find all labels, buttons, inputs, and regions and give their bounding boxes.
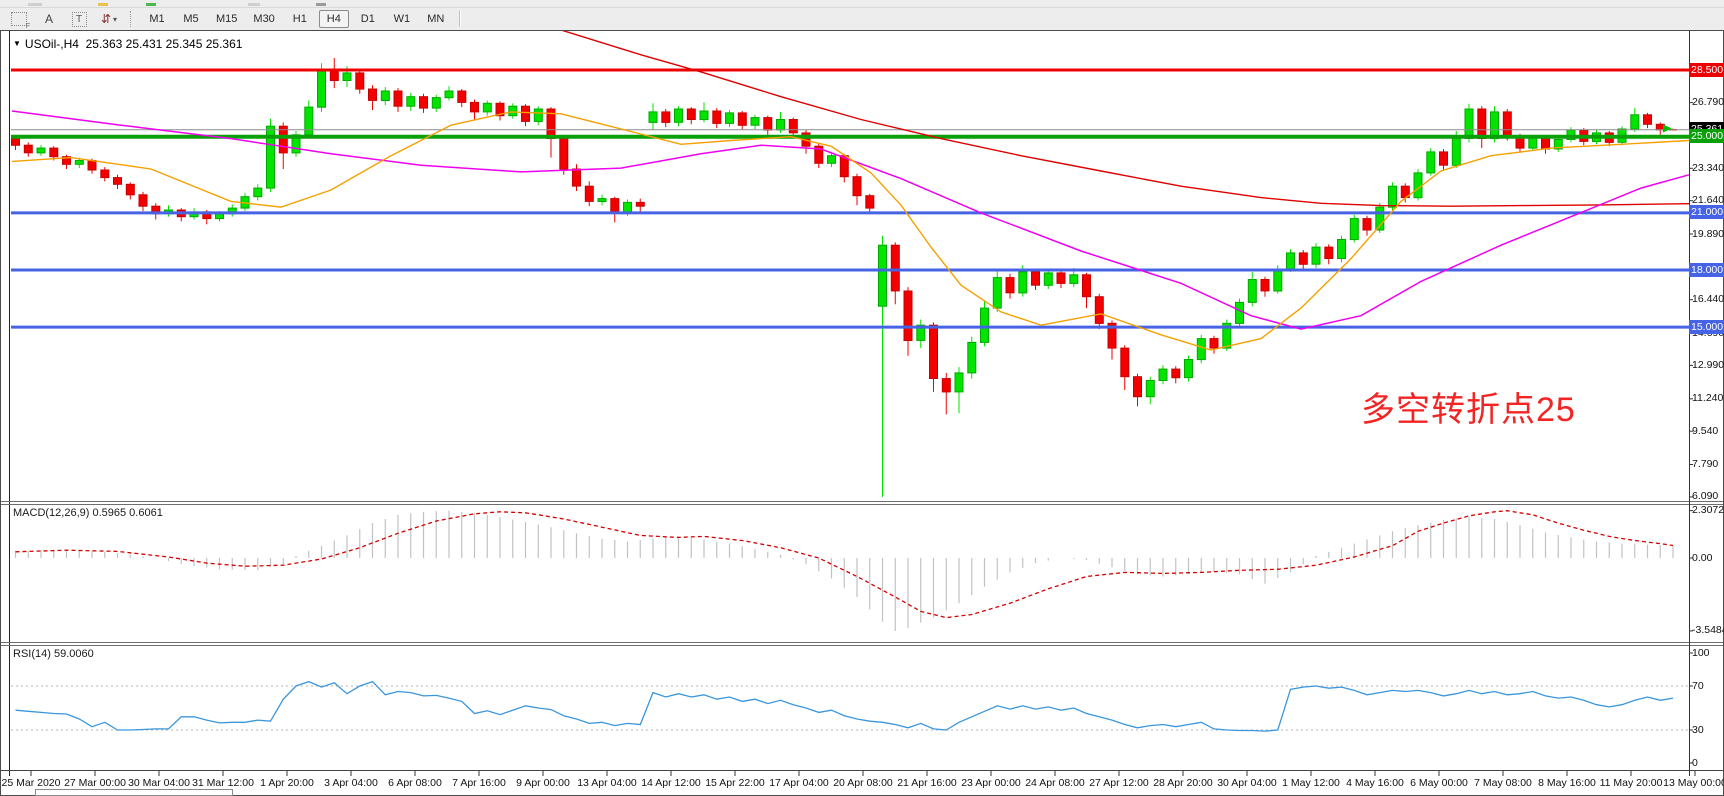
rsi-tick-label: 100 <box>1692 646 1710 659</box>
time-label: 1 May 12:00 <box>1282 777 1340 789</box>
macd-tick-label: 2.3072 <box>1692 504 1724 517</box>
price-tick-label: 9.540 <box>1692 424 1719 437</box>
ma-slow-red <box>561 31 1690 207</box>
text-box-glyph: T <box>71 11 87 27</box>
time-label: 1 Apr 20:00 <box>260 777 314 789</box>
rsi-tick-label: 70 <box>1692 679 1704 692</box>
clipped-icon <box>316 3 326 6</box>
time-label: 8 May 16:00 <box>1538 777 1596 789</box>
price-tick-label: 12.990 <box>1692 358 1724 371</box>
time-label: 11 May 20:00 <box>1599 777 1663 789</box>
timeframe-W1[interactable]: W1 <box>393 13 411 25</box>
symbol-label: USOil-,H4 <box>24 37 79 51</box>
time-label: 13 May 00:00 <box>1663 777 1724 789</box>
time-label: 30 Mar 04:00 <box>128 777 190 789</box>
timeframe-M30[interactable]: M30 <box>253 13 275 25</box>
timeframe-MN[interactable]: MN <box>427 13 445 25</box>
toolbar-separator <box>458 11 460 27</box>
clipped-toolbar-icons <box>0 0 1724 8</box>
level-price-box-15.000: 15.000 <box>1689 319 1724 334</box>
price-tick-label: 21.640 <box>1692 194 1724 207</box>
price-tick-label: 6.090 <box>1692 490 1719 503</box>
macd-tick-label: -3.5484 <box>1692 624 1724 637</box>
time-label: 24 Apr 08:00 <box>1025 777 1085 789</box>
level-price-box-21.000: 21.000 <box>1689 205 1724 220</box>
text-label-tool-icon[interactable]: A <box>38 10 60 28</box>
clipped-icon <box>146 3 156 6</box>
level-price-box-25.000: 25.000 <box>1689 129 1724 144</box>
time-label: 4 May 16:00 <box>1346 777 1404 789</box>
chart-canvas[interactable] <box>1 31 1723 795</box>
arrows-glyph: ⇵ <box>100 12 112 26</box>
time-label: 20 Apr 08:00 <box>833 777 893 789</box>
symbol-caret-icon: ▼ <box>13 39 21 48</box>
timeframe-M1[interactable]: M1 <box>149 13 165 25</box>
time-label: 17 Apr 04:00 <box>769 777 829 789</box>
price-tick-label: 26.790 <box>1692 96 1724 109</box>
text-box-tool-icon[interactable]: T <box>68 10 90 28</box>
level-price-box-18.000: 18.000 <box>1689 262 1724 277</box>
price-tick-label: 19.890 <box>1692 227 1724 240</box>
price-tick-label: 11.240 <box>1692 392 1724 405</box>
rsi-tick-label: 30 <box>1692 723 1704 736</box>
time-label: 31 Mar 12:00 <box>192 777 254 789</box>
fast-nav-box[interactable] <box>35 789 233 796</box>
rsi-line <box>15 680 1674 732</box>
time-label: 27 Mar 00:00 <box>64 777 126 789</box>
ohlc-values: 25.363 25.431 25.345 25.361 <box>85 37 243 51</box>
arrow-objects-icon[interactable]: ⇵ ▾ <box>98 10 120 28</box>
ma-fast-orange <box>11 111 1690 351</box>
timeframe-group: M1 M5 M15 M30 H1 H4 D1 W1 MN <box>140 10 453 28</box>
price-axis[interactable]: 26.79023.34021.64019.89016.44014.69012.9… <box>1689 31 1724 795</box>
time-label: 7 Apr 16:00 <box>452 777 506 789</box>
time-label: 13 Apr 04:00 <box>577 777 637 789</box>
clipped-icon <box>28 3 42 6</box>
timeframe-H4[interactable]: H4 <box>318 10 349 28</box>
price-tick-label: 23.340 <box>1692 161 1724 174</box>
level-price-box-28.500: 28.500 <box>1689 62 1724 77</box>
text-label-glyph: A <box>44 12 53 26</box>
ma-mid-magenta <box>11 110 1690 330</box>
time-label: 14 Apr 12:00 <box>641 777 701 789</box>
candlesticks <box>11 58 1677 497</box>
timeframe-M5[interactable]: M5 <box>183 13 199 25</box>
macd-histogram <box>14 510 1674 631</box>
timeframe-H1[interactable]: H1 <box>292 13 307 25</box>
time-label: 23 Apr 00:00 <box>961 777 1021 789</box>
time-label: 9 Apr 00:00 <box>516 777 570 789</box>
time-label: 25 Mar 2020 <box>1 777 61 789</box>
time-label: 3 Apr 04:00 <box>324 777 378 789</box>
chevron-down-icon: ▾ <box>113 14 118 24</box>
anchor-grid-icon[interactable] <box>8 10 30 30</box>
time-axis[interactable]: 25 Mar 2020 27 Mar 00:00 30 Mar 04:00 31 Ma… <box>1 777 1724 795</box>
time-label: 15 Apr 22:00 <box>705 777 765 789</box>
timeframe-M15[interactable]: M15 <box>216 13 238 25</box>
time-label: 7 May 08:00 <box>1474 777 1532 789</box>
chart-title: ▼ USOil-,H4 25.363 25.431 25.345 25.361 <box>13 37 242 51</box>
rsi-tick-label: 0 <box>1692 756 1698 769</box>
time-label: 6 May 00:00 <box>1410 777 1468 789</box>
time-label: 21 Apr 16:00 <box>897 777 957 789</box>
clipped-icon <box>248 3 260 6</box>
time-label: 27 Apr 12:00 <box>1089 777 1149 789</box>
price-tick-label: 16.440 <box>1692 293 1724 306</box>
macd-tick-label: 0.00 <box>1692 551 1713 564</box>
rsi-label: RSI(14) 59.0060 <box>13 648 94 660</box>
chart-window[interactable]: ▼ USOil-,H4 25.363 25.431 25.345 25.361 M… <box>0 30 1724 796</box>
chart-annotation-text: 多空转折点25 <box>1361 391 1576 429</box>
time-label: 28 Apr 20:00 <box>1153 777 1213 789</box>
toolbar: A T ⇵▾ M1 M5 M15 M30 H1 H4 D1 W1 MN <box>0 8 1724 31</box>
timeframe-D1[interactable]: D1 <box>360 13 375 25</box>
last-price-marker <box>1663 124 1672 133</box>
price-tick-label: 7.790 <box>1692 457 1719 470</box>
clipped-icon <box>98 3 108 6</box>
toolbar-grip[interactable] <box>130 11 134 27</box>
time-label: 30 Apr 04:00 <box>1217 777 1277 789</box>
macd-label: MACD(12,26,9) 0.5965 0.6061 <box>13 507 163 519</box>
time-label: 6 Apr 08:00 <box>388 777 442 789</box>
